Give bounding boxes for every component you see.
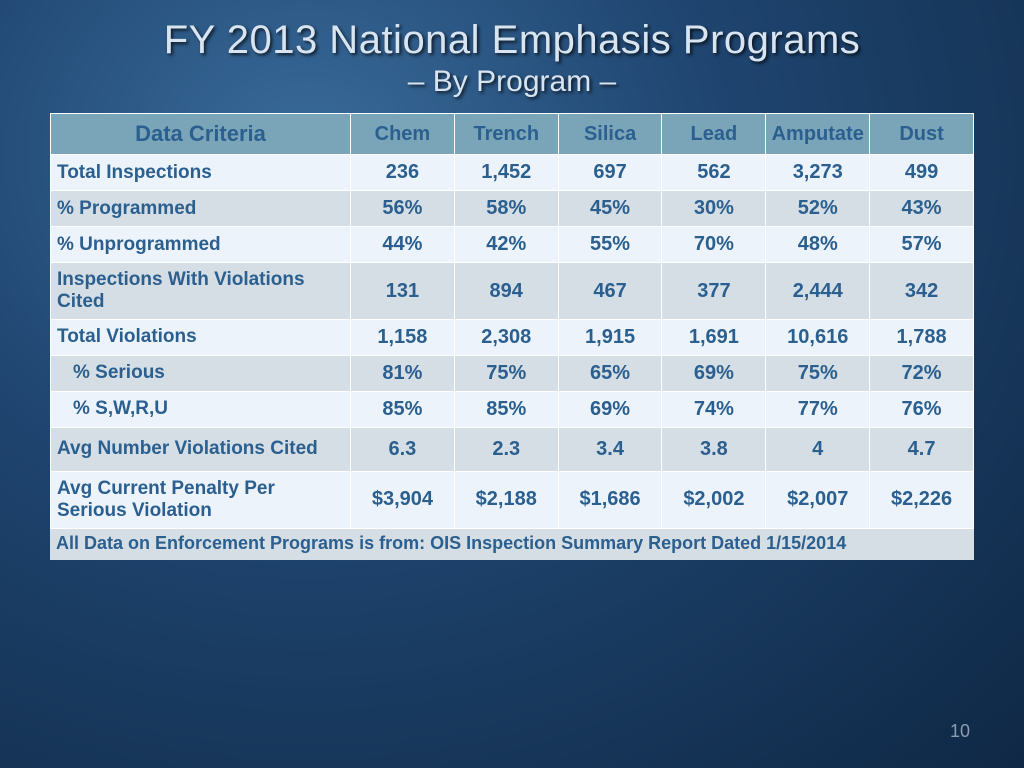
row-label: Total Violations [51,319,351,355]
data-table-wrap: Data Criteria Chem Trench Silica Lead Am… [50,113,974,560]
cell-value: 1,158 [351,319,455,355]
table-row: % Unprogrammed44%42%55%70%48%57% [51,227,974,263]
table-row: Total Inspections2361,4526975623,273499 [51,155,974,191]
cell-value: 45% [558,191,662,227]
table-row: Avg Number Violations Cited6.32.33.43.84… [51,427,974,471]
row-label: Inspections With Violations Cited [51,263,351,320]
cell-value: 75% [454,355,558,391]
cell-value: 55% [558,227,662,263]
slide-container: FY 2013 National Emphasis Programs – By … [0,0,1024,768]
cell-value: 52% [766,191,870,227]
cell-value: 4.7 [870,427,974,471]
col-header-amputate: Amputate [766,114,870,155]
col-header-chem: Chem [351,114,455,155]
title-block: FY 2013 National Emphasis Programs – By … [50,18,974,99]
cell-value: 70% [662,227,766,263]
cell-value: 499 [870,155,974,191]
cell-value: 56% [351,191,455,227]
cell-value: 3.8 [662,427,766,471]
row-label: % Serious [51,355,351,391]
cell-value: $3,904 [351,471,455,528]
cell-value: 30% [662,191,766,227]
cell-value: 562 [662,155,766,191]
cell-value: 57% [870,227,974,263]
table-row: Inspections With Violations Cited1318944… [51,263,974,320]
cell-value: 76% [870,391,974,427]
data-table: Data Criteria Chem Trench Silica Lead Am… [50,113,974,529]
row-label: % Unprogrammed [51,227,351,263]
footnote: All Data on Enforcement Programs is from… [50,529,974,561]
cell-value: 69% [558,391,662,427]
cell-value: $2,007 [766,471,870,528]
table-row: Avg Current Penalty Per Serious Violatio… [51,471,974,528]
cell-value: 1,788 [870,319,974,355]
table-row: % S,W,R,U85%85%69%74%77%76% [51,391,974,427]
cell-value: 43% [870,191,974,227]
cell-value: 85% [351,391,455,427]
cell-value: 3,273 [766,155,870,191]
cell-value: 2,308 [454,319,558,355]
cell-value: $2,002 [662,471,766,528]
col-header-silica: Silica [558,114,662,155]
cell-value: 467 [558,263,662,320]
cell-value: 236 [351,155,455,191]
row-label: Total Inspections [51,155,351,191]
slide-title: FY 2013 National Emphasis Programs [50,18,974,63]
cell-value: 697 [558,155,662,191]
table-row: Total Violations1,1582,3081,9151,69110,6… [51,319,974,355]
cell-value: 10,616 [766,319,870,355]
row-label: Avg Number Violations Cited [51,427,351,471]
col-header-dust: Dust [870,114,974,155]
cell-value: 4 [766,427,870,471]
cell-value: 72% [870,355,974,391]
cell-value: 1,915 [558,319,662,355]
page-number: 10 [950,721,970,742]
cell-value: 42% [454,227,558,263]
cell-value: 48% [766,227,870,263]
cell-value: 74% [662,391,766,427]
cell-value: 81% [351,355,455,391]
cell-value: 69% [662,355,766,391]
cell-value: 58% [454,191,558,227]
cell-value: 1,691 [662,319,766,355]
cell-value: 894 [454,263,558,320]
cell-value: $1,686 [558,471,662,528]
cell-value: $2,226 [870,471,974,528]
cell-value: 6.3 [351,427,455,471]
table-row: % Serious81%75%65%69%75%72% [51,355,974,391]
cell-value: 377 [662,263,766,320]
row-label: % S,W,R,U [51,391,351,427]
cell-value: 44% [351,227,455,263]
cell-value: 131 [351,263,455,320]
cell-value: 85% [454,391,558,427]
cell-value: 65% [558,355,662,391]
table-body: Total Inspections2361,4526975623,273499%… [51,155,974,528]
cell-value: $2,188 [454,471,558,528]
col-header-trench: Trench [454,114,558,155]
slide-subtitle: – By Program – [50,65,974,99]
cell-value: 2.3 [454,427,558,471]
col-header-criteria: Data Criteria [51,114,351,155]
cell-value: 75% [766,355,870,391]
cell-value: 1,452 [454,155,558,191]
col-header-lead: Lead [662,114,766,155]
row-label: Avg Current Penalty Per Serious Violatio… [51,471,351,528]
cell-value: 2,444 [766,263,870,320]
cell-value: 77% [766,391,870,427]
table-header-row: Data Criteria Chem Trench Silica Lead Am… [51,114,974,155]
cell-value: 3.4 [558,427,662,471]
row-label: % Programmed [51,191,351,227]
table-row: % Programmed56%58%45%30%52%43% [51,191,974,227]
cell-value: 342 [870,263,974,320]
